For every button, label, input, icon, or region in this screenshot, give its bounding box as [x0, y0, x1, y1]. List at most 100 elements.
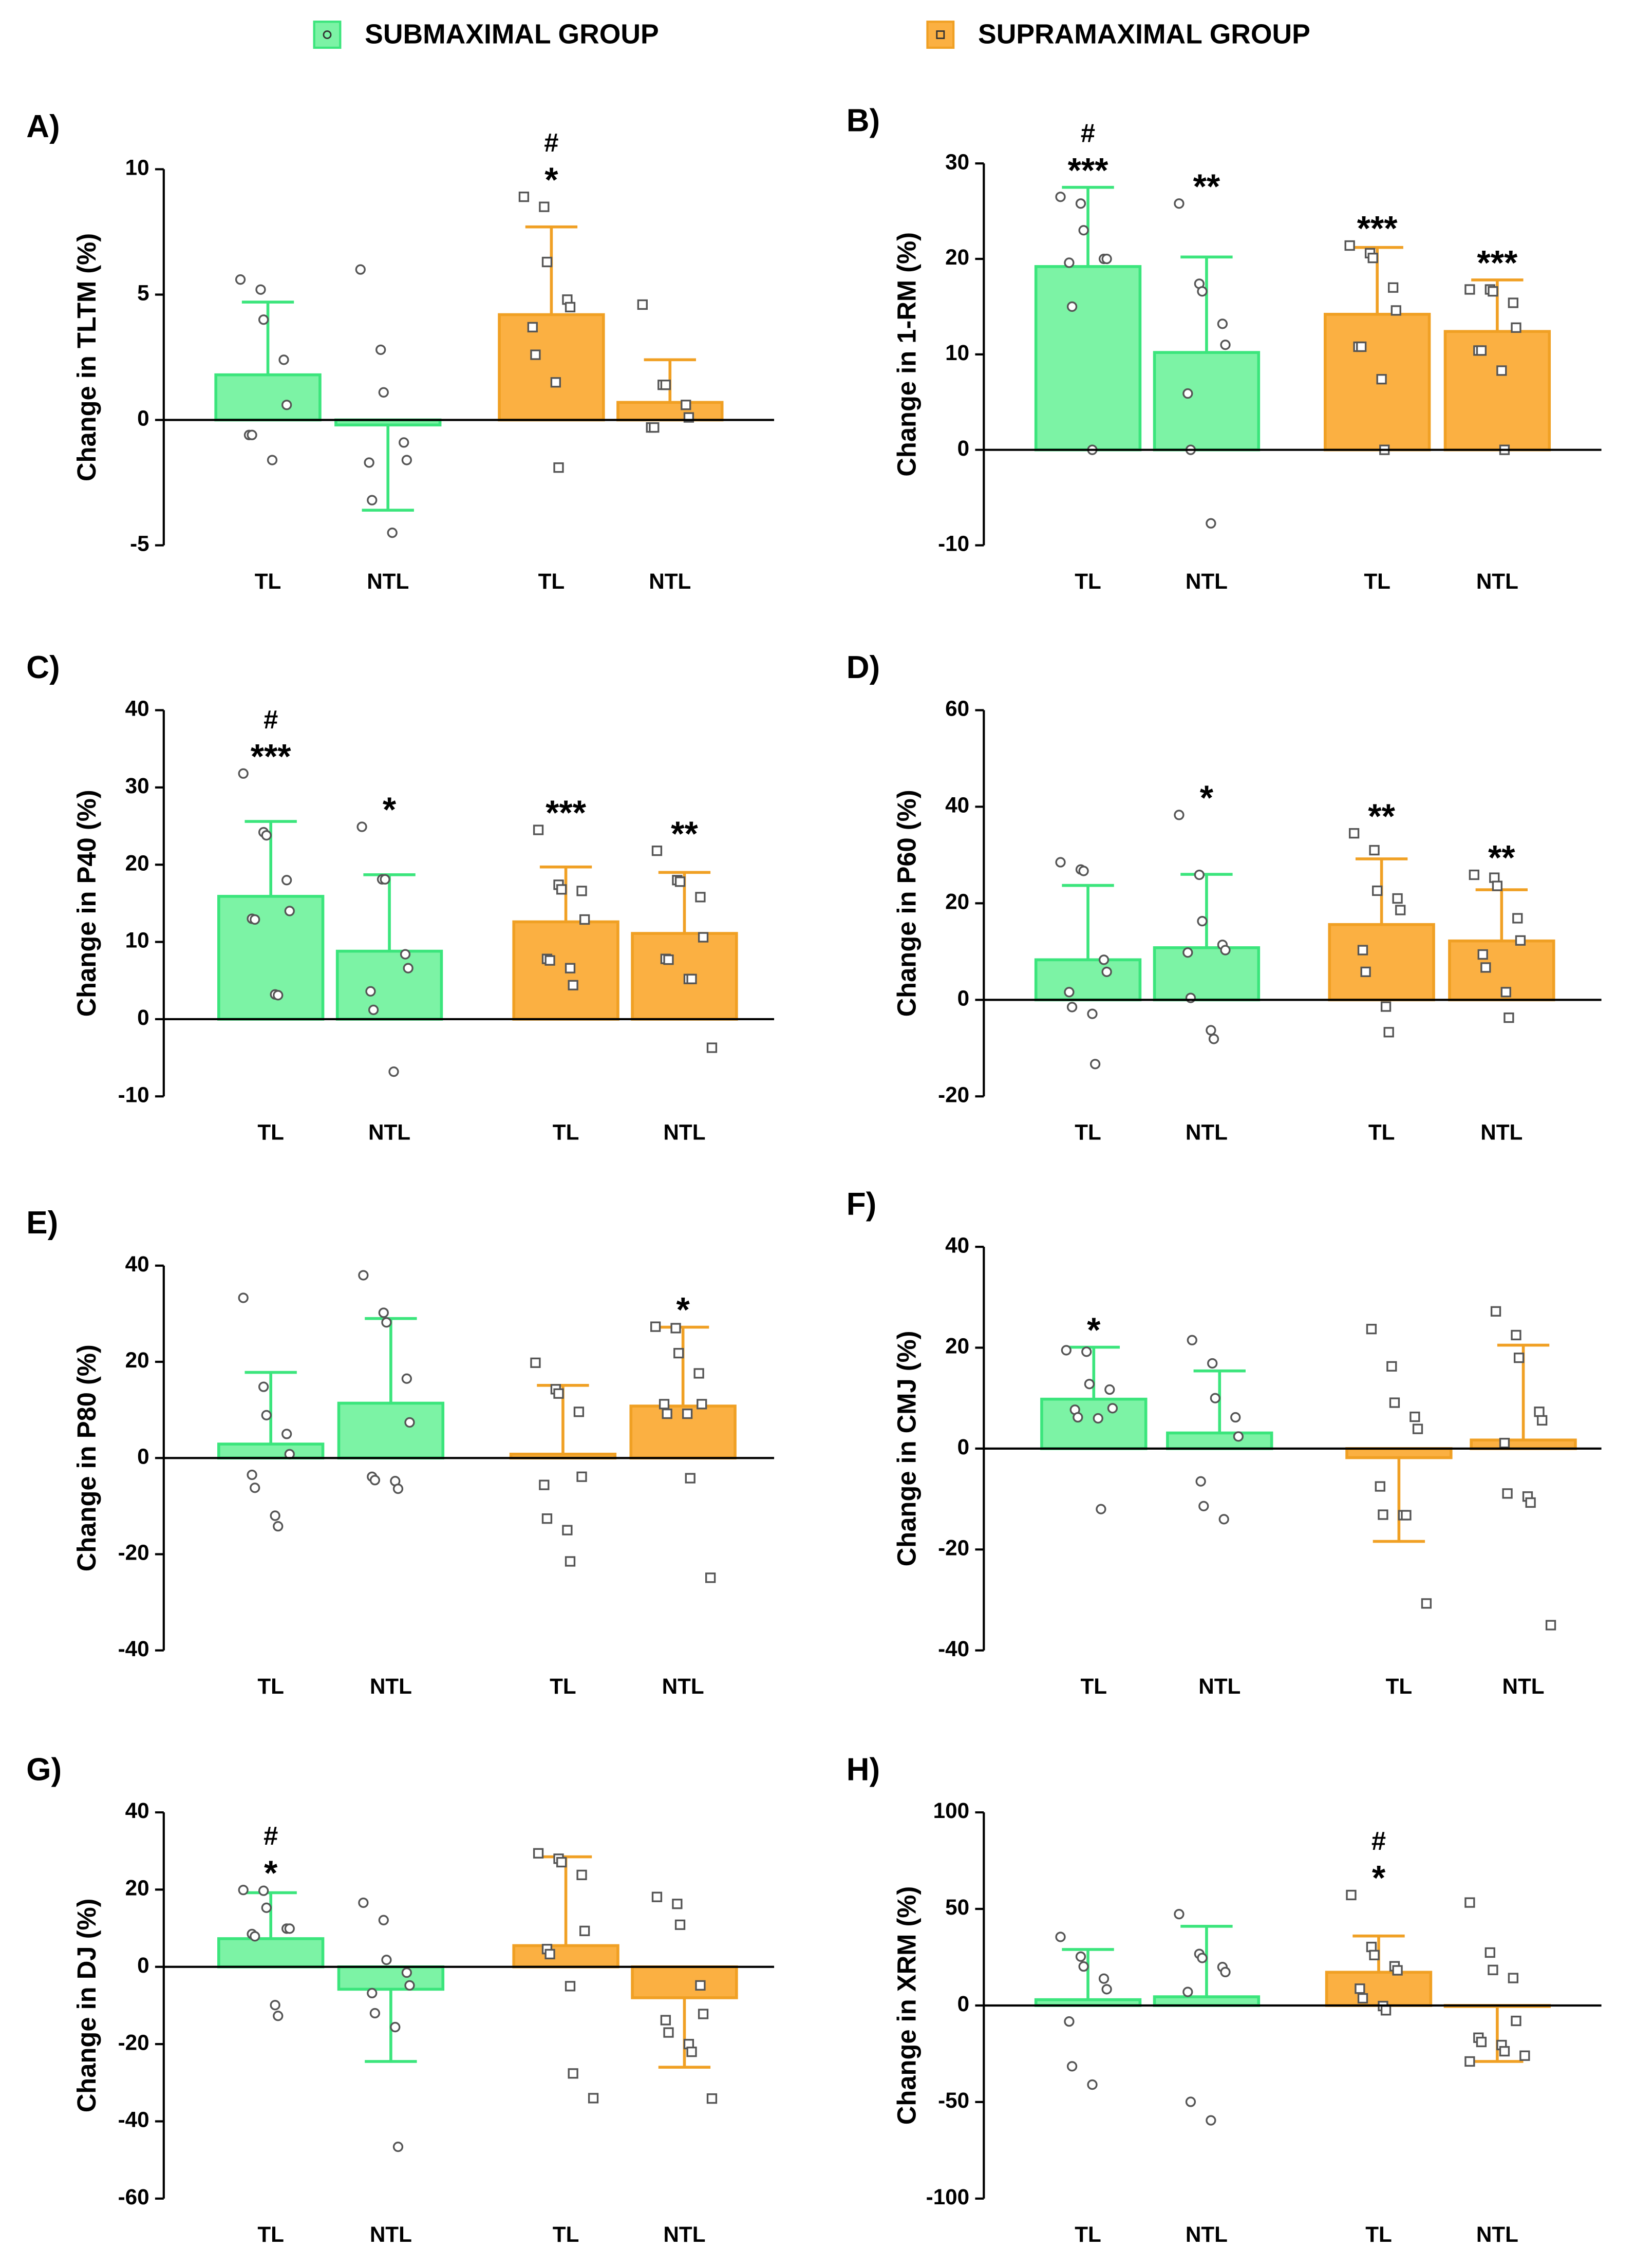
data-point	[1502, 1488, 1513, 1499]
x-tick-label: TL	[1364, 569, 1390, 593]
bar	[631, 1965, 738, 1999]
data-point	[381, 1317, 392, 1328]
panel-label: B)	[847, 103, 880, 139]
bar	[337, 1401, 445, 1460]
data-point	[1174, 810, 1185, 820]
legend-label: SUPRAMAXIMAL GROUP	[978, 20, 1310, 50]
data-point	[1217, 318, 1228, 329]
data-point	[663, 2027, 674, 2038]
data-point	[541, 256, 553, 268]
data-point	[562, 1525, 573, 1535]
data-point	[550, 377, 561, 388]
significance-stars: **	[1368, 797, 1395, 836]
x-tick-label: NTL	[1198, 1674, 1241, 1698]
y-tick-label: 50	[945, 1895, 969, 1919]
legend-label: SUBMAXIMAL GROUP	[365, 20, 659, 50]
y-tick-label: -100	[926, 2185, 970, 2209]
x-tick-label: TL	[257, 2222, 284, 2246]
panel-label: D)	[847, 650, 880, 685]
data-point	[533, 824, 544, 835]
data-point	[674, 876, 686, 887]
data-point	[1464, 2056, 1475, 2067]
panel-label: E)	[26, 1205, 58, 1241]
y-tick-label: 0	[957, 1435, 969, 1459]
data-point	[1477, 949, 1488, 960]
data-point	[378, 1915, 389, 1925]
data-point	[1401, 1510, 1412, 1521]
data-point	[1348, 828, 1360, 839]
data-point	[1104, 1384, 1115, 1395]
data-point	[651, 1891, 663, 1902]
x-tick-label: TL	[553, 1120, 579, 1145]
data-point	[1096, 1504, 1106, 1514]
legend-marker	[323, 30, 332, 40]
y-tick-label: -20	[938, 1082, 969, 1107]
data-point	[278, 354, 289, 365]
data-point	[1504, 1012, 1514, 1023]
data-point	[1084, 1379, 1095, 1390]
x-tick-label: TL	[538, 569, 565, 593]
data-point	[369, 1475, 381, 1486]
data-point	[250, 1483, 260, 1493]
significance-stars: ***	[546, 794, 587, 832]
data-point	[1525, 1497, 1536, 1508]
data-point	[579, 914, 590, 925]
x-tick-label: NTL	[1476, 2222, 1518, 2246]
data-point	[544, 1948, 555, 1960]
x-tick-label: TL	[1365, 2222, 1392, 2246]
data-point	[1101, 253, 1112, 265]
data-point	[568, 980, 578, 990]
data-point	[369, 2008, 381, 2019]
data-point	[364, 457, 374, 468]
significance-hash: #	[1371, 1826, 1386, 1855]
data-point	[706, 2093, 718, 2104]
data-point	[1464, 1897, 1475, 1908]
panel-label: G)	[26, 1752, 62, 1788]
y-tick-label: 0	[957, 986, 969, 1010]
significance-hash: #	[264, 705, 278, 734]
data-point	[1511, 322, 1521, 333]
data-point	[1390, 305, 1401, 316]
data-point	[1386, 1361, 1397, 1372]
bar	[629, 1404, 737, 1460]
data-point	[281, 400, 292, 410]
data-point	[270, 2000, 280, 2011]
data-point	[270, 1510, 280, 1521]
bar	[1034, 265, 1142, 452]
y-tick-label: 40	[945, 793, 969, 817]
x-tick-label: NTL	[367, 569, 409, 593]
x-tick-label: TL	[550, 1674, 576, 1698]
y-tick-label: 20	[125, 1348, 149, 1372]
data-point	[698, 932, 709, 943]
data-point	[1380, 2005, 1392, 2016]
x-tick-label: TL	[1368, 1120, 1395, 1145]
data-point	[576, 1471, 587, 1482]
y-tick-label: -5	[130, 532, 149, 556]
y-axis-label: Change in P60 (%)	[892, 790, 921, 1017]
legend-swatch	[926, 21, 955, 49]
data-point	[1375, 1481, 1385, 1492]
significance-hash: #	[544, 128, 558, 157]
data-point	[1220, 1966, 1231, 1978]
data-point	[682, 1408, 693, 1419]
data-point	[1369, 845, 1380, 856]
data-point	[1380, 1001, 1392, 1012]
bar	[335, 949, 443, 1021]
bar	[512, 1944, 619, 1969]
data-point	[1182, 388, 1193, 399]
data-point	[1519, 2050, 1530, 2061]
data-point	[1064, 257, 1075, 268]
data-point	[1206, 518, 1216, 529]
data-point	[1075, 1951, 1086, 1962]
y-tick-label: 40	[125, 697, 149, 721]
bar	[1166, 1431, 1273, 1450]
data-point	[533, 1848, 544, 1859]
bar	[1153, 351, 1261, 452]
data-point	[565, 963, 576, 973]
data-point	[1210, 1393, 1220, 1403]
y-tick-label: -40	[938, 1637, 969, 1661]
y-tick-label: 0	[137, 1953, 149, 1977]
data-point	[258, 1885, 269, 1896]
data-point	[698, 2009, 709, 2019]
